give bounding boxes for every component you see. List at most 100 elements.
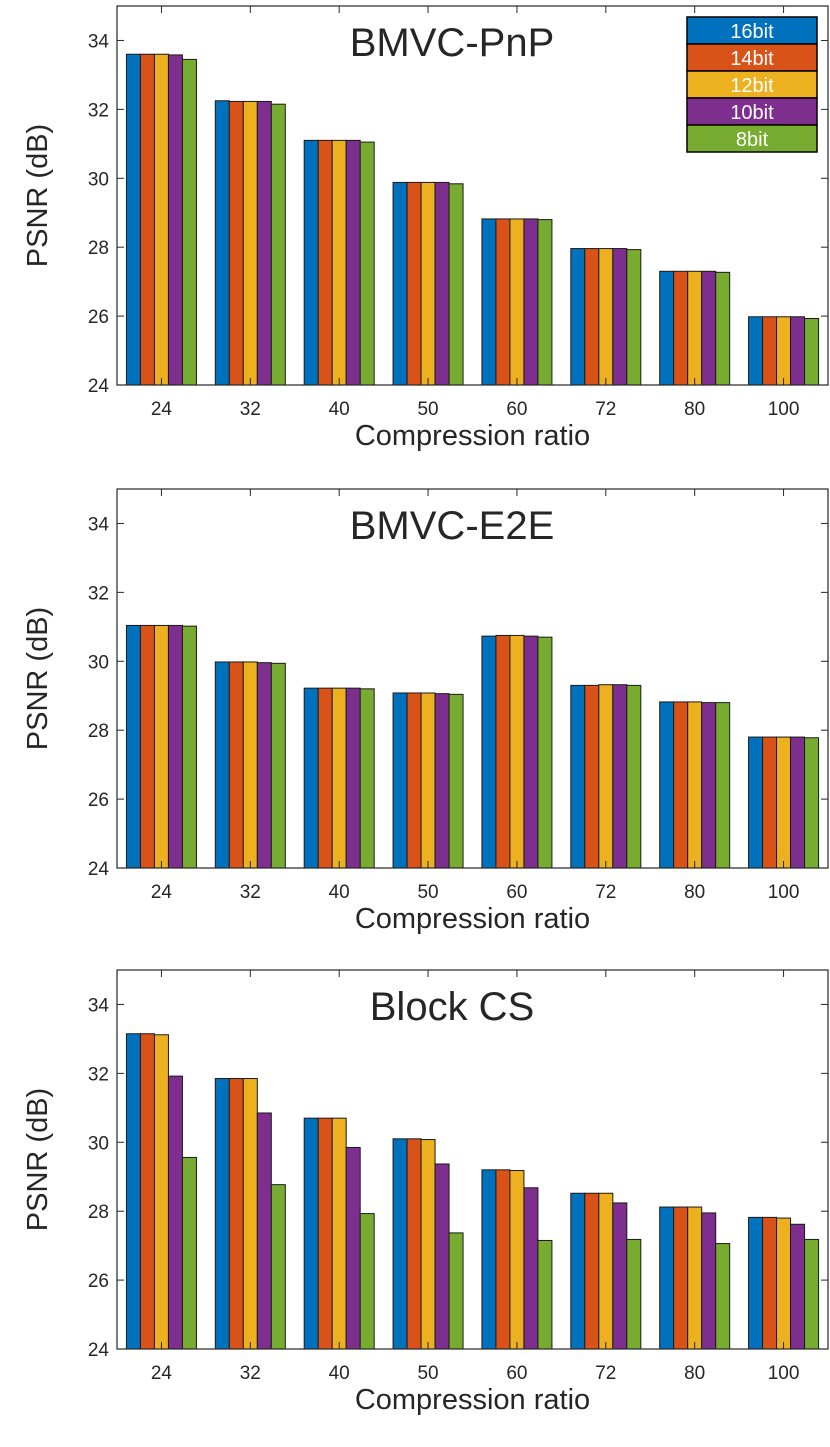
bar-8bit-24 (181, 58, 197, 386)
x-tick-label: 32 (240, 1363, 261, 1384)
bar-14bit-50 (406, 692, 422, 869)
bar-10bit-72 (612, 248, 628, 386)
bar-10bit-32 (256, 1112, 272, 1350)
bar-16bit-32 (214, 1078, 230, 1350)
bar-14bit-80 (673, 270, 689, 386)
bar-14bit-60 (495, 1169, 511, 1350)
y-tick-label: 30 (88, 652, 109, 673)
bar-16bit-100 (748, 316, 764, 386)
bar-14bit-32 (228, 661, 244, 869)
bar-12bit-80 (687, 701, 703, 869)
bar-8bit-80 (715, 271, 731, 386)
bar-10bit-72 (612, 684, 628, 869)
bar-8bit-100 (804, 737, 820, 869)
legend-swatch-8bit (686, 124, 818, 153)
bar-14bit-80 (673, 1206, 689, 1350)
bar-10bit-80 (701, 702, 717, 869)
y-axis-title: PSNR (dB) (22, 124, 54, 267)
y-axis-title: PSNR (dB) (22, 607, 54, 750)
y-tick-label: 24 (88, 859, 110, 880)
y-tick-label: 30 (88, 1133, 109, 1154)
bar-14bit-24 (139, 53, 155, 386)
bar-10bit-24 (167, 54, 183, 386)
y-tick-label: 26 (88, 790, 109, 811)
axes-frame (116, 488, 829, 869)
bar-16bit-50 (392, 181, 408, 386)
y-tick-label: 24 (88, 376, 110, 397)
x-tick-label: 32 (240, 882, 261, 903)
x-tick-label: 50 (417, 1363, 438, 1384)
bar-16bit-60 (481, 218, 497, 386)
bar-16bit-72 (570, 1192, 586, 1350)
bar-14bit-100 (762, 736, 778, 869)
x-tick-label: 32 (240, 399, 261, 420)
bar-8bit-72 (626, 684, 642, 869)
bar-12bit-40 (331, 687, 347, 869)
x-tick-label: 24 (151, 1363, 173, 1384)
bar-10bit-50 (434, 181, 450, 386)
bar-12bit-32 (242, 1078, 258, 1350)
bar-10bit-60 (523, 218, 539, 386)
bar-8bit-32 (270, 103, 286, 386)
bar-8bit-50 (448, 1232, 464, 1350)
bar-16bit-80 (659, 701, 675, 869)
bar-14bit-72 (584, 248, 600, 386)
bar-10bit-40 (345, 687, 361, 869)
bar-16bit-100 (748, 1216, 764, 1350)
bar-16bit-50 (392, 1138, 408, 1350)
bar-12bit-32 (242, 661, 258, 869)
y-tick-label: 34 (88, 995, 110, 1016)
x-tick-label: 24 (151, 882, 173, 903)
chart-panel-3: 24 26 28 30 32 34 24 32 40 50 60 72 80 100 Compression… (22, 969, 829, 1416)
x-tick-label: 80 (684, 1363, 705, 1384)
bar-10bit-32 (256, 100, 272, 386)
chart-title: BMVC-E2E (350, 504, 555, 548)
bar-14bit-72 (584, 1192, 600, 1350)
bar-14bit-24 (139, 1033, 155, 1350)
bar-10bit-32 (256, 662, 272, 869)
x-tick-label: 50 (417, 399, 438, 420)
bar-16bit-24 (125, 1033, 141, 1350)
bar-16bit-24 (125, 53, 141, 386)
bar-12bit-50 (420, 692, 436, 869)
x-tick-label: 72 (595, 1363, 616, 1384)
bar-8bit-24 (181, 625, 197, 869)
y-tick-label: 34 (88, 31, 110, 52)
bar-12bit-50 (420, 1139, 436, 1350)
bar-16bit-80 (659, 270, 675, 386)
bar-10bit-24 (167, 624, 183, 869)
x-tick-label: 40 (329, 399, 350, 420)
y-tick-label: 28 (88, 238, 109, 259)
axes-frame (116, 5, 829, 386)
bar-16bit-72 (570, 684, 586, 869)
bar-8bit-32 (270, 662, 286, 869)
bar-12bit-24 (153, 53, 169, 386)
y-tick-label: 34 (88, 514, 110, 535)
y-tick-label: 24 (88, 1340, 110, 1361)
legend-label: 12bit (730, 75, 774, 97)
bar-16bit-60 (481, 635, 497, 869)
x-tick-label: 72 (595, 399, 616, 420)
bar-14bit-100 (762, 1216, 778, 1350)
x-axis-title: Compression ratio (355, 1384, 590, 1416)
bar-8bit-24 (181, 1156, 197, 1350)
bar-8bit-72 (626, 249, 642, 386)
bar-12bit-24 (153, 1034, 169, 1350)
bar-10bit-100 (790, 316, 806, 386)
legend-label: 8bit (736, 129, 769, 151)
bar-10bit-50 (434, 693, 450, 869)
x-tick-label: 60 (506, 882, 527, 903)
bar-10bit-60 (523, 635, 539, 869)
x-tick-label: 60 (506, 1363, 527, 1384)
y-axis-title: PSNR (dB) (22, 1088, 54, 1231)
bar-8bit-50 (448, 693, 464, 869)
x-tick-label: 60 (506, 399, 527, 420)
bar-16bit-32 (214, 100, 230, 386)
bar-14bit-32 (228, 1078, 244, 1350)
x-tick-label: 100 (768, 882, 800, 903)
bar-16bit-40 (303, 687, 319, 869)
bar-12bit-50 (420, 181, 436, 386)
bar-8bit-100 (804, 318, 820, 386)
bar-16bit-40 (303, 139, 319, 386)
bar-14bit-50 (406, 181, 422, 386)
